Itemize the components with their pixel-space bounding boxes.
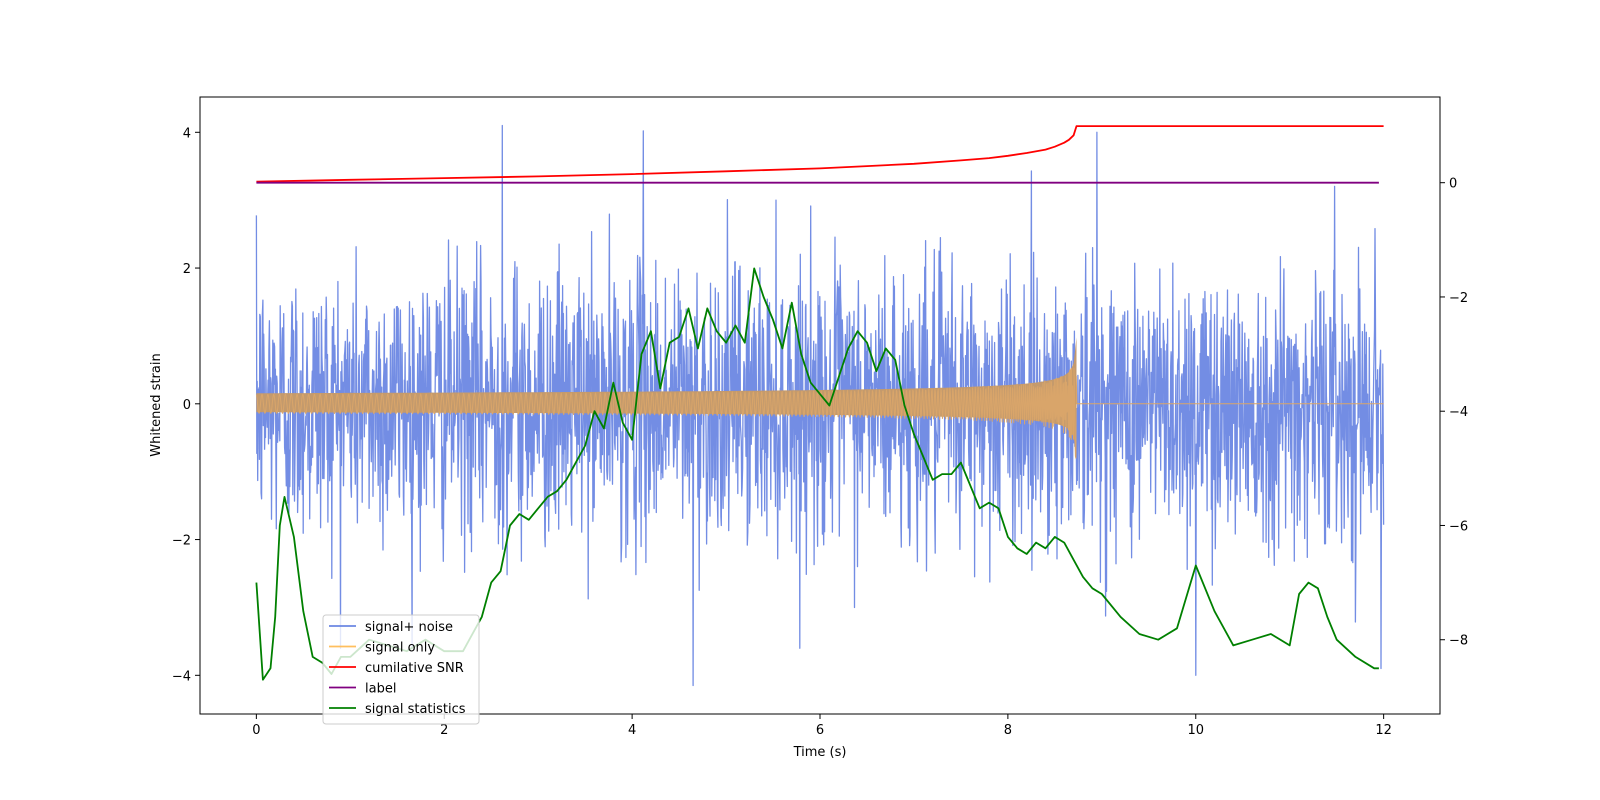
legend-label-label: label bbox=[365, 682, 396, 697]
x-tick-label: 4 bbox=[628, 723, 636, 738]
series-signal-only bbox=[255, 367, 1384, 459]
series-cumilative-snr bbox=[256, 125, 1384, 183]
y2-tick-label: −6 bbox=[1449, 519, 1468, 534]
x-tick-label: 6 bbox=[816, 723, 824, 738]
y-tick-label: −2 bbox=[172, 534, 191, 549]
y2-tick-label: −2 bbox=[1449, 291, 1468, 306]
x-tick-label: 8 bbox=[1004, 723, 1012, 738]
y-tick-label: 2 bbox=[183, 262, 191, 277]
legend-label-signal-only: signal only bbox=[365, 641, 435, 656]
series-layer bbox=[255, 124, 1385, 687]
x-axis-label: Time (s) bbox=[793, 745, 847, 760]
legend-label-cumilative-snr: cumilative SNR bbox=[365, 661, 464, 676]
y2-tick-label: −8 bbox=[1449, 634, 1468, 649]
legend-label-signal-noise: signal+ noise bbox=[365, 620, 453, 635]
legend-box bbox=[322, 614, 480, 725]
y2-tick-label: −4 bbox=[1449, 405, 1468, 420]
legend: signal+ noise signal only cumilative SNR la… bbox=[322, 614, 480, 725]
x-tick-label: 2 bbox=[440, 723, 448, 738]
y-tick-label: 4 bbox=[183, 126, 191, 141]
y-tick-label: −4 bbox=[172, 669, 191, 684]
x-tick-label: 12 bbox=[1375, 723, 1392, 738]
axes-layer: 0 2 4 6 8 10 12 −4 −2 0 2 4 −8 −6 −4 −2 0 bbox=[172, 96, 1468, 738]
legend-label-signal-statistics: signal statistics bbox=[365, 702, 466, 717]
series-signal-noise bbox=[255, 124, 1385, 687]
x-tick-label: 10 bbox=[1187, 723, 1204, 738]
y-axis-label: Whitened strain bbox=[149, 353, 164, 456]
x-tick-label: 0 bbox=[252, 723, 260, 738]
y-tick-label: 0 bbox=[183, 398, 191, 413]
y2-tick-label: 0 bbox=[1449, 177, 1457, 192]
